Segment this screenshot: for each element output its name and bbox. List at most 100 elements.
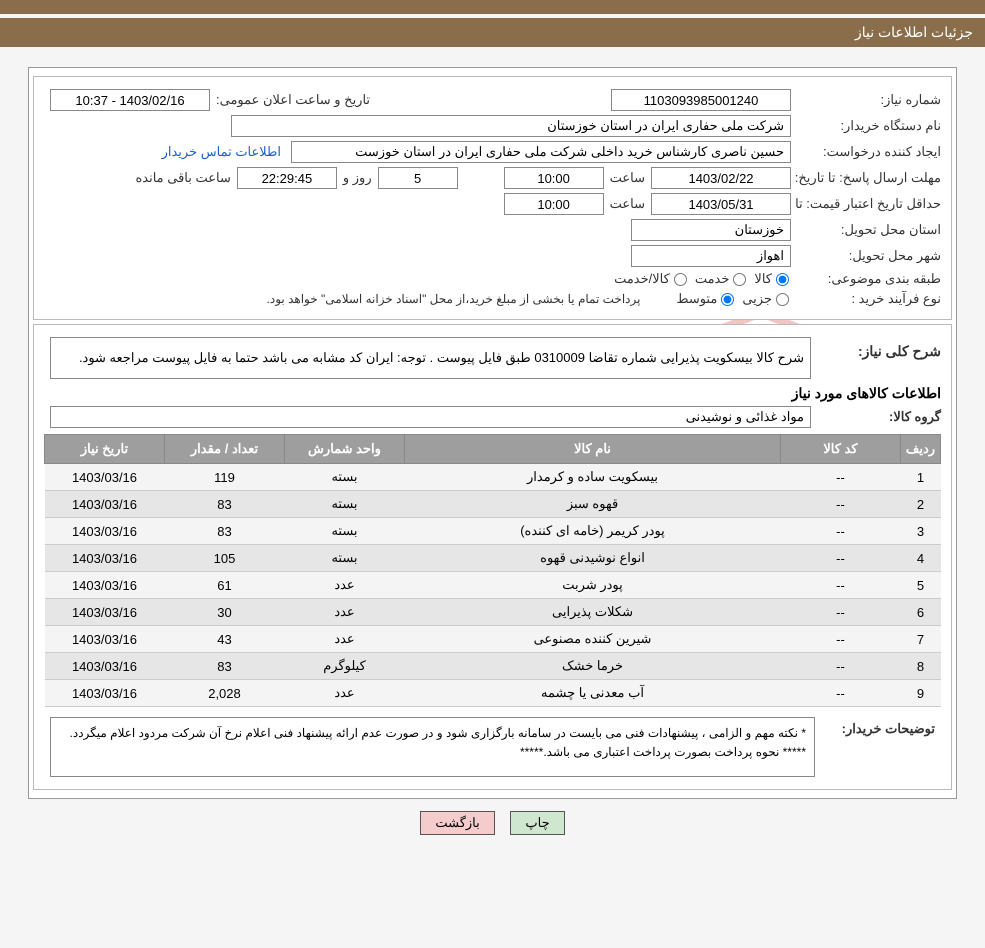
cell-code: -- xyxy=(781,491,901,518)
action-buttons: چاپ بازگشت xyxy=(0,811,985,835)
deadline-time-label: ساعت xyxy=(604,170,645,186)
cell-unit: بسته xyxy=(285,518,405,545)
cell-code: -- xyxy=(781,464,901,491)
items-table: ردیفکد کالانام کالاواحد شمارشتعداد / مقد… xyxy=(44,434,941,707)
cell-code: -- xyxy=(781,518,901,545)
cell-unit: بسته xyxy=(285,464,405,491)
subject-class-label: طبقه بندی موضوعی: xyxy=(791,271,941,287)
table-row: 7--شیرین کننده مصنوعیعدد431403/03/16 xyxy=(45,626,941,653)
cell-name: پودر کریمر (خامه ای کننده) xyxy=(405,518,781,545)
need-info-section: شماره نیاز: 1103093985001240 تاریخ و ساع… xyxy=(33,76,952,320)
cell-qty: 105 xyxy=(165,545,285,572)
cell-qty: 83 xyxy=(165,653,285,680)
radio-medium-label: متوسط xyxy=(670,291,717,307)
goods-group-value: مواد غذائی و نوشیدنی xyxy=(50,406,811,428)
cell-unit: عدد xyxy=(285,680,405,707)
cell-qty: 83 xyxy=(165,518,285,545)
cell-date: 1403/03/16 xyxy=(45,491,165,518)
cell-n: 5 xyxy=(901,572,941,599)
radio-goods[interactable] xyxy=(776,273,789,286)
cell-unit: عدد xyxy=(285,599,405,626)
cell-name: پودر شربت xyxy=(405,572,781,599)
cell-code: -- xyxy=(781,599,901,626)
radio-medium[interactable] xyxy=(721,293,734,306)
table-row: 4--انواع نوشیدنی قهوهبسته1051403/03/16 xyxy=(45,545,941,572)
main-container: AriaTender.neT شماره نیاز: 1103093985001… xyxy=(28,67,957,799)
radio-service[interactable] xyxy=(733,273,746,286)
cell-date: 1403/03/16 xyxy=(45,653,165,680)
province-value: خوزستان xyxy=(631,219,791,241)
cell-name: خرما خشک xyxy=(405,653,781,680)
radio-partial-label: جزیی xyxy=(736,291,772,307)
cell-unit: بسته xyxy=(285,545,405,572)
province-label: استان محل تحویل: xyxy=(791,222,941,238)
buyer-notes-value: * نکته مهم و الزامی ، پیشنهادات فنی می ب… xyxy=(50,717,815,777)
items-info-title: اطلاعات کالاهای مورد نیاز xyxy=(44,385,941,402)
radio-service-label: خدمت xyxy=(689,271,730,287)
table-row: 9--آب معدنی یا چشمهعدد2,0281403/03/16 xyxy=(45,680,941,707)
need-no-value: 1103093985001240 xyxy=(611,89,791,111)
col-header: ردیف xyxy=(901,435,941,464)
cell-qty: 61 xyxy=(165,572,285,599)
radio-goods-service-label: کالا/خدمت xyxy=(608,271,670,287)
cell-code: -- xyxy=(781,572,901,599)
publish-datetime-label: تاریخ و ساعت اعلان عمومی: xyxy=(210,92,370,108)
cell-unit: عدد xyxy=(285,572,405,599)
cell-date: 1403/03/16 xyxy=(45,572,165,599)
goods-group-label: گروه کالا: xyxy=(811,409,941,425)
need-desc-value: شرح کالا بیسکویت پذیرایی شماره تقاضا 031… xyxy=(50,337,811,379)
cell-n: 7 xyxy=(901,626,941,653)
cell-name: انواع نوشیدنی قهوه xyxy=(405,545,781,572)
price-validity-date: 1403/05/31 xyxy=(651,193,791,215)
items-section: شرح کلی نیاز: شرح کالا بیسکویت پذیرایی ش… xyxy=(33,324,952,790)
cell-n: 2 xyxy=(901,491,941,518)
cell-code: -- xyxy=(781,626,901,653)
city-value: اهواز xyxy=(631,245,791,267)
back-button[interactable]: بازگشت xyxy=(420,811,494,835)
deadline-label: مهلت ارسال پاسخ: تا تاریخ: xyxy=(791,170,941,186)
publish-datetime-value: 1403/02/16 - 10:37 xyxy=(50,89,210,111)
price-validity-time: 10:00 xyxy=(504,193,604,215)
table-row: 5--پودر شربتعدد611403/03/16 xyxy=(45,572,941,599)
radio-goods-service[interactable] xyxy=(674,273,687,286)
cell-name: بیسکویت ساده و کرمدار xyxy=(405,464,781,491)
cell-n: 8 xyxy=(901,653,941,680)
city-label: شهر محل تحویل: xyxy=(791,248,941,264)
cell-n: 9 xyxy=(901,680,941,707)
page-title-bar: جزئیات اطلاعات نیاز xyxy=(0,18,985,47)
print-button[interactable]: چاپ xyxy=(510,811,564,835)
col-header: تاریخ نیاز xyxy=(45,435,165,464)
cell-code: -- xyxy=(781,545,901,572)
cell-date: 1403/03/16 xyxy=(45,464,165,491)
buyer-org-label: نام دستگاه خریدار: xyxy=(791,118,941,134)
buyer-org-value: شرکت ملی حفاری ایران در استان خوزستان xyxy=(231,115,791,137)
need-desc-label: شرح کلی نیاز: xyxy=(811,343,941,360)
top-stripe xyxy=(0,0,985,14)
cell-qty: 83 xyxy=(165,491,285,518)
cell-n: 6 xyxy=(901,599,941,626)
radio-partial[interactable] xyxy=(776,293,789,306)
cell-date: 1403/03/16 xyxy=(45,680,165,707)
cell-date: 1403/03/16 xyxy=(45,545,165,572)
days-and-label: روز و xyxy=(337,170,372,186)
table-row: 2--قهوه سبزبسته831403/03/16 xyxy=(45,491,941,518)
cell-code: -- xyxy=(781,680,901,707)
cell-date: 1403/03/16 xyxy=(45,626,165,653)
cell-name: شکلات پذیرایی xyxy=(405,599,781,626)
cell-name: شیرین کننده مصنوعی xyxy=(405,626,781,653)
cell-unit: عدد xyxy=(285,626,405,653)
table-row: 3--پودر کریمر (خامه ای کننده)بسته831403/… xyxy=(45,518,941,545)
deadline-time: 10:00 xyxy=(504,167,604,189)
need-no-label: شماره نیاز: xyxy=(791,92,941,108)
requester-value: حسین ناصری کارشناس خرید داخلی شرکت ملی ح… xyxy=(291,141,791,163)
page-title: جزئیات اطلاعات نیاز xyxy=(855,24,973,40)
cell-n: 4 xyxy=(901,545,941,572)
cell-name: آب معدنی یا چشمه xyxy=(405,680,781,707)
price-validity-time-label: ساعت xyxy=(604,196,645,212)
countdown: 22:29:45 xyxy=(237,167,337,189)
buyer-contact-link[interactable]: اطلاعات تماس خریدار xyxy=(158,144,285,160)
cell-qty: 2,028 xyxy=(165,680,285,707)
cell-qty: 119 xyxy=(165,464,285,491)
col-header: نام کالا xyxy=(405,435,781,464)
cell-code: -- xyxy=(781,653,901,680)
